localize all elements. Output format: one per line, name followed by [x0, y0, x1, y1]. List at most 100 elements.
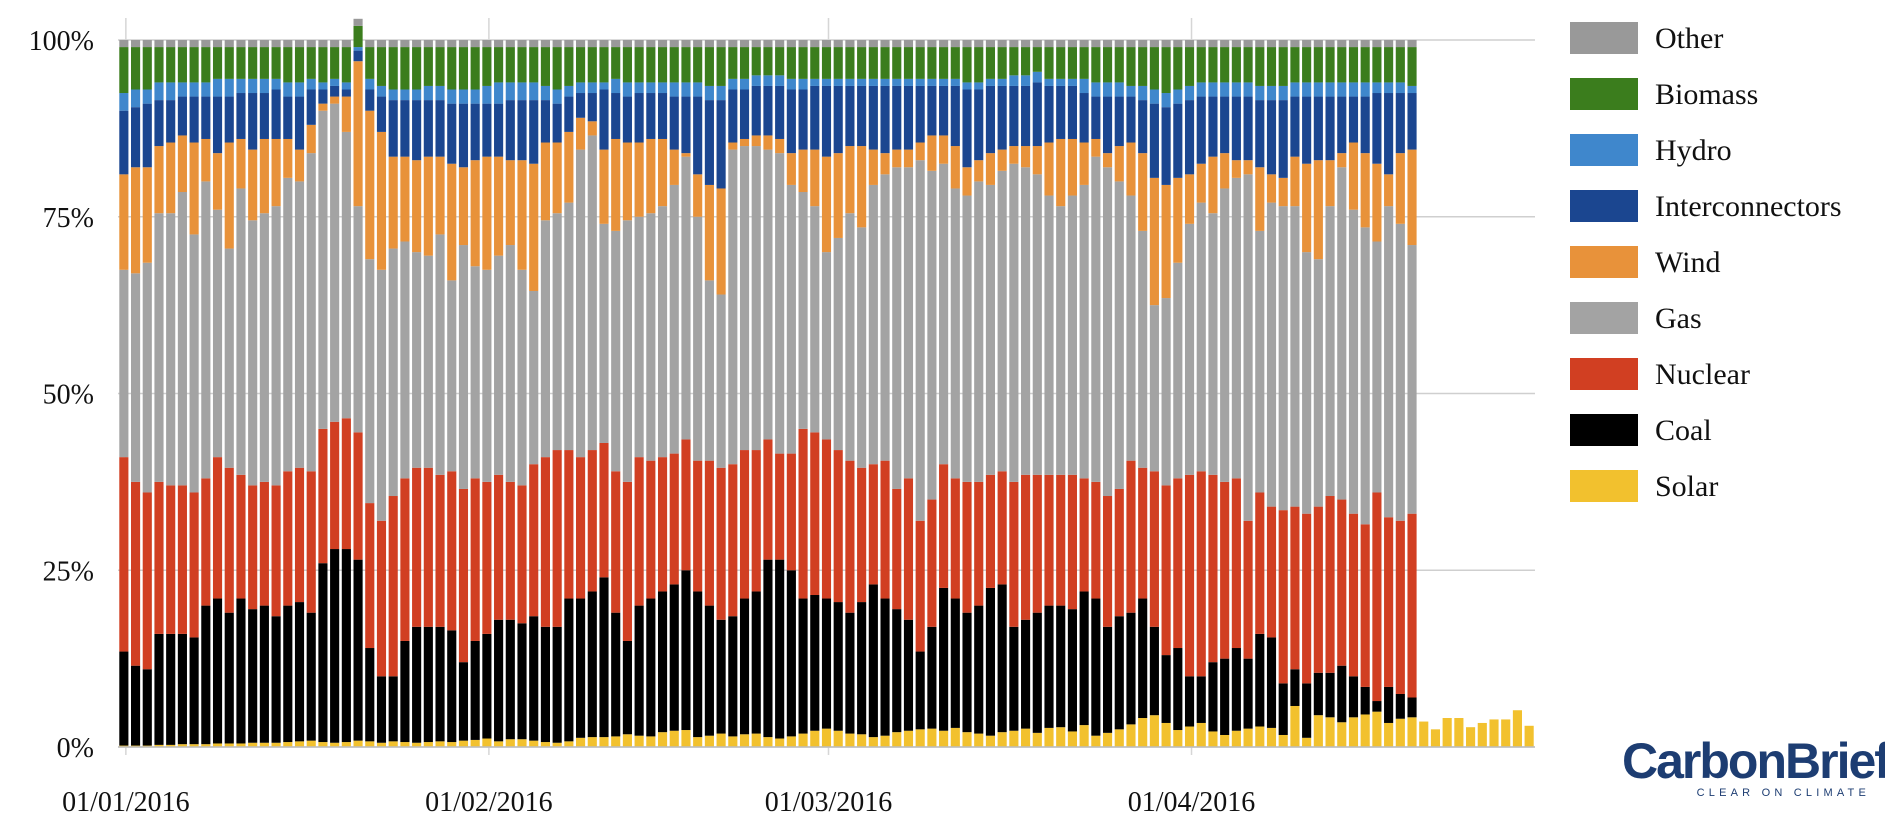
bar-segment-other — [1173, 40, 1183, 48]
bar-segment-solar — [1149, 715, 1159, 747]
day-bar — [1091, 40, 1101, 747]
bar-segment-wind — [365, 110, 375, 260]
bar-segment-solar — [341, 742, 351, 747]
day-bar — [763, 40, 773, 747]
bar-segment-gas — [1407, 245, 1417, 514]
day-bar — [412, 40, 422, 747]
bar-segment-nuclear — [1067, 474, 1077, 610]
bar-segment-interconnectors — [353, 50, 363, 62]
bar-segment-coal — [693, 591, 703, 738]
bar-segment-coal — [271, 616, 281, 743]
bar-segment-gas — [681, 156, 691, 440]
bar-segment-coal — [1079, 591, 1089, 726]
bar-segment-other — [1231, 40, 1241, 48]
bar-segment-other — [1325, 40, 1335, 48]
bar-segment-biomass — [599, 47, 609, 83]
bar-segment-coal — [552, 626, 562, 743]
day-bar — [739, 40, 750, 747]
bar-segment-gas — [1302, 252, 1312, 514]
bar-segment-other — [810, 40, 820, 48]
day-bar — [622, 40, 632, 747]
bar-segment-biomass — [775, 47, 785, 76]
bar-segment-coal — [1009, 626, 1019, 731]
bar-segment-hydro — [1067, 78, 1077, 86]
bar-segment-other — [1266, 40, 1277, 48]
day-bar — [1149, 40, 1159, 747]
bar-segment-nuclear — [1266, 506, 1277, 638]
bar-segment-other — [552, 40, 562, 48]
day-bar — [400, 40, 410, 747]
bar-segment-gas — [1044, 195, 1054, 475]
legend-label: Solar — [1655, 470, 1718, 503]
bar-segment-other — [576, 40, 586, 48]
bar-segment-nuclear — [786, 453, 796, 571]
bar-segment-hydro — [248, 78, 258, 94]
bar-segment-hydro — [1243, 82, 1253, 97]
bar-segment-hydro — [552, 89, 562, 104]
bar-segment-biomass — [318, 47, 328, 83]
bar-segment-gas — [997, 170, 1007, 472]
legend: Other Biomass Hydro Interconnectors Wind Gas N… — [1570, 22, 1842, 503]
bar-segment-other — [611, 40, 621, 48]
bar-segment-hydro — [810, 78, 820, 86]
bar-segment-gas — [576, 149, 586, 458]
bar-segment-biomass — [388, 47, 398, 90]
bar-segment-solar — [763, 737, 773, 747]
day-bar — [318, 40, 328, 747]
bar-segment-gas — [1138, 230, 1148, 468]
bar-segment-interconnectors — [259, 93, 269, 139]
day-bar — [892, 40, 902, 747]
bar-segment-interconnectors — [587, 93, 597, 122]
bar-segment-nuclear — [236, 474, 246, 599]
bar-segment-nuclear — [939, 464, 949, 588]
bar-segment-wind — [1337, 153, 1347, 168]
bar-segment-other — [845, 40, 855, 48]
bar-segment-gas — [1032, 174, 1042, 475]
bar-segment-solar — [1021, 728, 1031, 747]
bar-segment-solar — [1477, 722, 1487, 747]
bar-segment-interconnectors — [458, 103, 469, 168]
day-bar — [306, 40, 316, 747]
x-tick-label: 01/02/2016 — [425, 787, 553, 818]
bar-segment-gas — [1325, 206, 1335, 497]
bar-segment-interconnectors — [318, 89, 328, 104]
bar-segment-coal — [611, 612, 621, 737]
bar-segment-nuclear — [693, 460, 703, 592]
bar-segment-coal — [576, 598, 586, 738]
bar-segment-wind — [1184, 174, 1195, 224]
day-bar — [1231, 40, 1241, 747]
bar-segment-solar — [1255, 726, 1265, 747]
bar-segment-other — [1067, 40, 1077, 48]
bar-segment-nuclear — [1278, 510, 1288, 684]
bar-segment-other — [1243, 40, 1253, 48]
day-bar — [1466, 727, 1476, 747]
bar-segment-gas — [119, 269, 129, 458]
bar-segment-hydro — [330, 78, 340, 86]
bar-segment-solar — [810, 730, 820, 747]
bar-segment-biomass — [552, 47, 562, 90]
bar-segment-interconnectors — [1032, 82, 1042, 147]
bar-segment-nuclear — [458, 488, 469, 663]
bar-segment-hydro — [1138, 85, 1148, 101]
bar-segment-interconnectors — [1184, 100, 1195, 175]
bar-segment-coal — [1184, 676, 1195, 727]
bar-segment-nuclear — [1126, 460, 1136, 613]
bar-segment-hydro — [669, 82, 679, 97]
bar-segment-solar — [576, 737, 586, 747]
bar-segment-wind — [1266, 174, 1277, 203]
bar-segment-interconnectors — [236, 93, 246, 139]
bar-segment-nuclear — [751, 450, 761, 592]
bar-segment-interconnectors — [201, 96, 211, 139]
bar-segment-solar — [1056, 727, 1066, 747]
bar-segment-interconnectors — [669, 96, 679, 150]
day-bar — [669, 40, 679, 747]
bar-segment-biomass — [1384, 47, 1394, 83]
bar-segment-wind — [1126, 142, 1136, 196]
bar-segment-biomass — [974, 47, 984, 83]
bar-segment-coal — [728, 616, 738, 737]
bar-segment-wind — [845, 146, 855, 214]
bar-segment-other — [1044, 40, 1054, 48]
bar-segment-biomass — [423, 47, 433, 86]
day-bar — [903, 40, 914, 747]
bar-segment-solar — [1231, 730, 1241, 747]
